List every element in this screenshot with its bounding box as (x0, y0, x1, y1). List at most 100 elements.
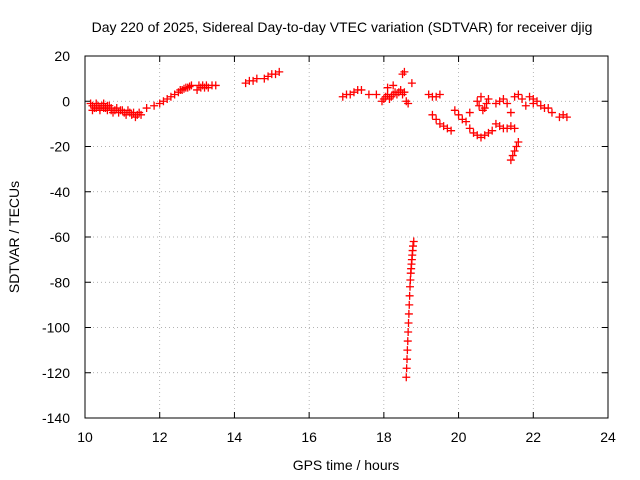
grid-lines (85, 56, 608, 418)
data-point (475, 101, 484, 110)
data-points (86, 67, 571, 382)
data-point (518, 94, 527, 103)
x-tick-label: 22 (525, 429, 541, 445)
y-tick-label: 0 (62, 93, 70, 109)
series-arc7 (364, 79, 416, 108)
series-arc3 (193, 81, 220, 94)
data-point (187, 81, 196, 90)
data-point (185, 82, 194, 91)
data-point (462, 117, 471, 126)
x-tick-label: 12 (152, 429, 168, 445)
data-point (482, 99, 491, 108)
data-point (211, 81, 220, 90)
axis-ticks: 10 12 14 16 18 20 22 24 -140 -120 -100 -80 -60 -40 -20… (42, 48, 616, 445)
data-point (450, 106, 459, 115)
x-tick-label: 24 (600, 429, 616, 445)
data-point (465, 108, 474, 117)
data-point (403, 346, 412, 355)
data-point (404, 328, 413, 337)
data-point (484, 94, 493, 103)
series-arc16 (491, 90, 538, 117)
data-point (275, 67, 284, 76)
y-tick-label: -20 (50, 139, 70, 155)
x-axis-label: GPS time / hours (293, 457, 400, 473)
data-point (533, 97, 542, 106)
data-point (402, 373, 411, 382)
data-point (503, 99, 512, 108)
data-point (402, 364, 411, 373)
data-point (454, 110, 463, 119)
data-point (521, 101, 530, 110)
data-point (473, 97, 482, 106)
data-point (544, 104, 553, 113)
series-arc6 (338, 85, 366, 101)
data-point (405, 300, 414, 309)
data-point (512, 142, 521, 151)
series-arc15 (506, 137, 523, 165)
data-point (383, 83, 392, 92)
data-point (409, 237, 418, 246)
y-axis-label: SDTVAR / TECUs (6, 181, 22, 293)
x-tick-label: 20 (451, 429, 467, 445)
data-point (405, 291, 414, 300)
data-point (142, 104, 151, 113)
x-tick-label: 16 (301, 429, 317, 445)
series-arc18 (555, 110, 571, 122)
data-point (447, 126, 456, 135)
data-point (510, 124, 519, 133)
data-point (107, 106, 116, 115)
data-point (137, 110, 146, 119)
data-point (432, 115, 441, 124)
data-point (499, 94, 508, 103)
series-arc7b (383, 67, 409, 92)
data-point (404, 99, 413, 108)
x-tick-label: 18 (376, 429, 392, 445)
data-point (407, 79, 416, 88)
data-point (403, 337, 412, 346)
series-arc14 (491, 119, 519, 133)
data-point (408, 242, 417, 251)
data-point (506, 108, 515, 117)
series-arc9 (424, 90, 444, 101)
data-point (480, 104, 489, 113)
y-tick-label: -140 (42, 410, 70, 426)
data-point (364, 90, 373, 99)
data-point (465, 124, 474, 133)
series-arc8 (402, 237, 418, 382)
data-point (389, 81, 398, 90)
chart-title: Day 220 of 2025, Sidereal Day-to-day VTE… (92, 19, 593, 35)
series-arc10 (428, 110, 456, 135)
data-point (400, 88, 409, 97)
series-arc2 (142, 81, 196, 113)
y-tick-label: -80 (50, 274, 70, 290)
series-arc11 (450, 106, 474, 126)
data-point (406, 282, 415, 291)
data-point (404, 318, 413, 327)
y-tick-label: -100 (42, 320, 70, 336)
y-tick-label: -120 (42, 365, 70, 381)
series-arc5 (260, 67, 284, 83)
data-point (508, 151, 517, 160)
data-point (252, 74, 261, 83)
y-tick-label: 20 (54, 48, 70, 64)
data-point (514, 90, 523, 99)
data-point (514, 137, 523, 146)
data-point (506, 156, 515, 165)
data-point (435, 90, 444, 99)
data-point (404, 309, 413, 318)
data-point (476, 92, 485, 101)
y-tick-label: -60 (50, 229, 70, 245)
data-point (406, 275, 415, 284)
data-point (488, 126, 497, 135)
data-point (357, 85, 366, 94)
data-point (403, 355, 412, 364)
data-point (150, 101, 159, 110)
series-arc1b (88, 101, 116, 115)
data-point (547, 108, 556, 117)
data-point (562, 113, 571, 122)
data-point (103, 101, 112, 110)
data-point (179, 84, 188, 93)
x-tick-label: 10 (77, 429, 93, 445)
